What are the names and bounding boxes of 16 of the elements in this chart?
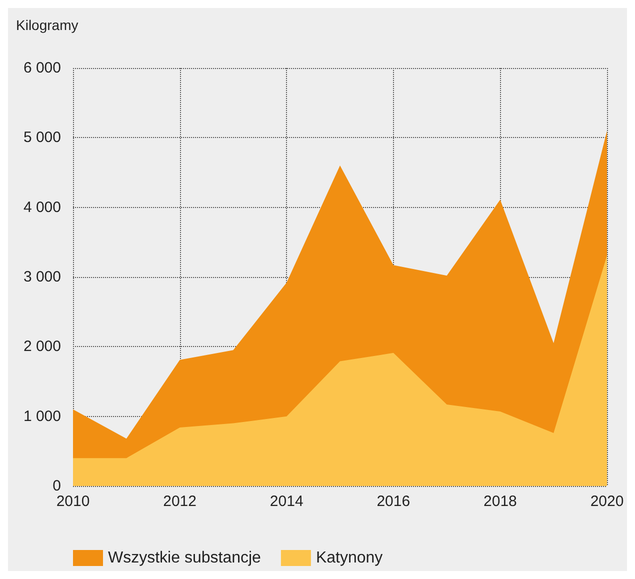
x-tick-label: 2010 [56, 493, 90, 510]
y-tick-label: 2 000 [23, 338, 61, 356]
y-tick-label: 3 000 [23, 268, 61, 286]
y-axis-title: Kilogramy [16, 17, 78, 33]
y-tick-label: 6 000 [23, 60, 61, 76]
x-tick-label: 2012 [163, 493, 196, 510]
x-tick-label: 2014 [270, 493, 304, 510]
y-tick-label: 4 000 [23, 198, 61, 216]
x-tick-label: 2016 [376, 493, 410, 510]
legend-label: Wszystkie substancje [108, 550, 262, 566]
x-tick-label: 2020 [590, 493, 624, 510]
y-tick-label: 0 [52, 478, 61, 494]
x-tick-label: 2018 [484, 493, 517, 510]
legend-label: Katynony [316, 550, 383, 566]
y-tick-label: 5 000 [23, 129, 61, 146]
y-tick-label: 1 000 [23, 408, 61, 425]
